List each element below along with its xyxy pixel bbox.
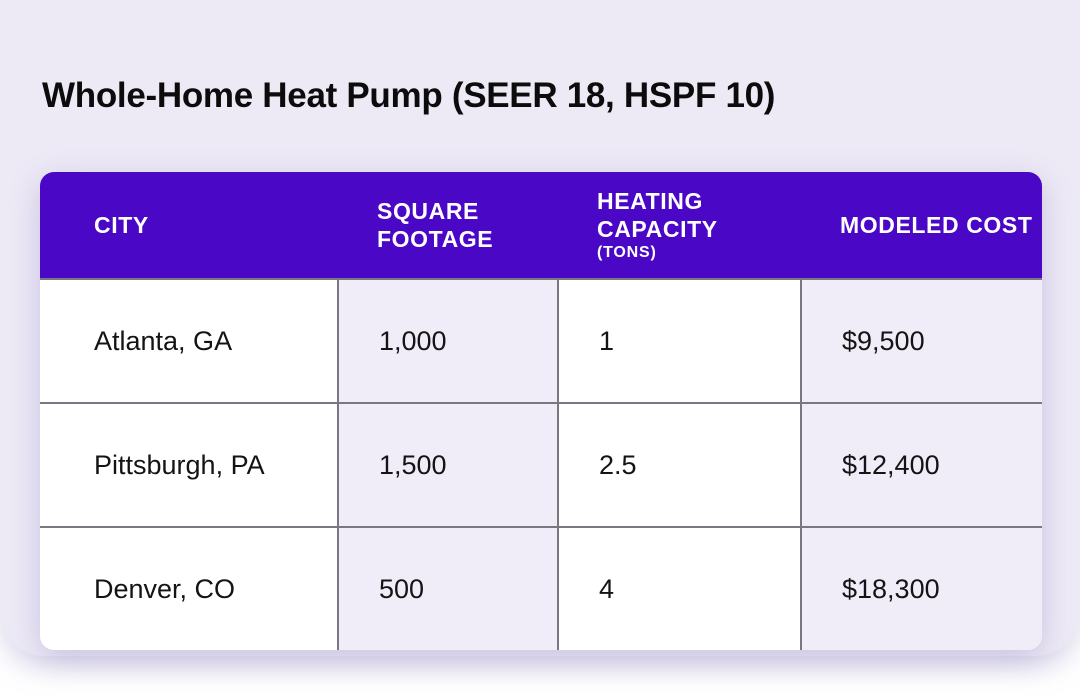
cell-modeled-cost: $12,400 [800, 404, 1042, 526]
column-header-city-label: CITY [94, 211, 149, 238]
column-header-heating-capacity: HEATING CAPACITY (TONS) [557, 187, 800, 263]
column-header-city: CITY [40, 211, 337, 239]
table-row-pittsburgh: Pittsburgh, PA 1,500 2.5 $12,400 [40, 402, 1042, 526]
column-header-heating-capacity-units: (TONS) [597, 244, 657, 262]
cell-heating-capacity: 2.5 [557, 404, 800, 526]
column-header-square-footage: SQUARE FOOTAGE [337, 197, 557, 253]
table-header-row: CITY SQUARE FOOTAGE HEATING CAPACITY (TO… [40, 172, 1042, 278]
table-row-atlanta: Atlanta, GA 1,000 1 $9,500 [40, 278, 1042, 402]
cell-heating-capacity: 4 [557, 528, 800, 650]
column-header-modeled-cost-label: MODELED COST [840, 211, 1033, 238]
cell-modeled-cost: $18,300 [800, 528, 1042, 650]
cell-modeled-cost: $9,500 [800, 280, 1042, 402]
column-header-heating-capacity-label: HEATING CAPACITY [597, 188, 718, 243]
table-row-denver: Denver, CO 500 4 $18,300 [40, 526, 1042, 650]
cell-heating-capacity: 1 [557, 280, 800, 402]
cell-square-footage: 500 [337, 528, 557, 650]
cell-square-footage: 1,500 [337, 404, 557, 526]
cell-square-footage: 1,000 [337, 280, 557, 402]
page-title: Whole-Home Heat Pump (SEER 18, HSPF 10) [42, 76, 776, 115]
column-header-modeled-cost: MODELED COST [800, 211, 1042, 239]
column-header-square-footage-label: SQUARE FOOTAGE [377, 197, 494, 252]
heat-pump-cost-table: CITY SQUARE FOOTAGE HEATING CAPACITY (TO… [40, 172, 1042, 650]
cell-city: Pittsburgh, PA [40, 404, 337, 526]
cell-city: Atlanta, GA [40, 280, 337, 402]
cell-city: Denver, CO [40, 528, 337, 650]
